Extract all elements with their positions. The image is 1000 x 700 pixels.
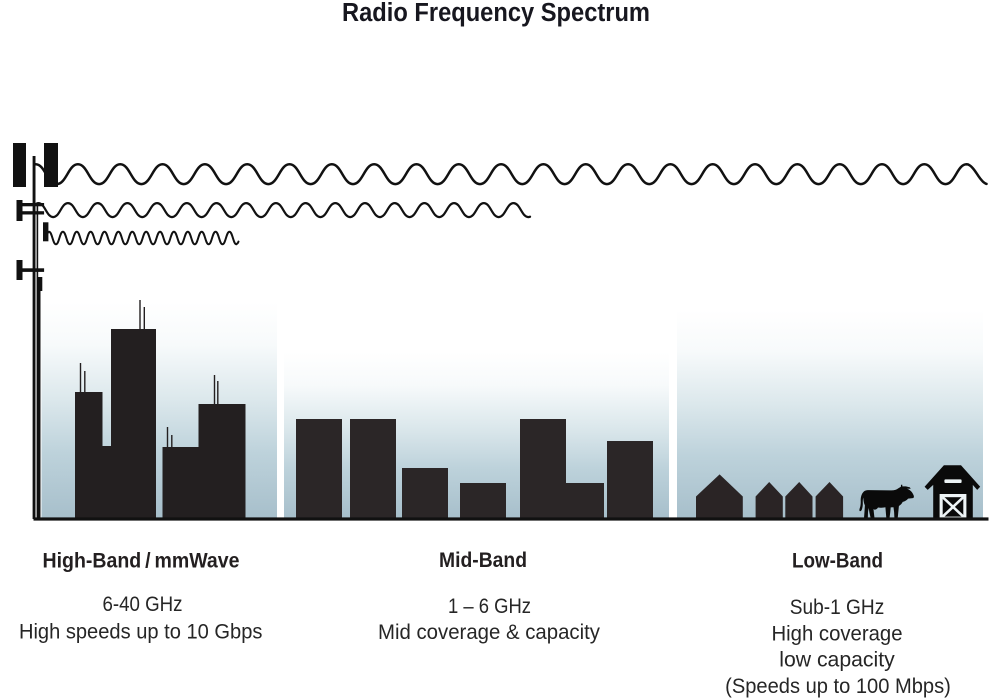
svg-text:Low-Band: Low-Band: [792, 548, 883, 572]
svg-text:Mid coverage & capacity: Mid coverage & capacity: [378, 621, 600, 644]
svg-text:High speeds up to 10 Gbps: High speeds up to 10 Gbps: [19, 621, 263, 644]
svg-text:Sub-1 GHz: Sub-1 GHz: [790, 596, 885, 619]
svg-text:low capacity: low capacity: [779, 649, 895, 672]
svg-text:1 – 6 GHz: 1 – 6 GHz: [448, 595, 531, 618]
svg-text:6-40 GHz: 6-40 GHz: [103, 593, 183, 616]
svg-text:High coverage: High coverage: [772, 623, 903, 646]
svg-text:High-Band / mmWave: High-Band / mmWave: [43, 549, 240, 573]
svg-text:(Speeds up to 100 Mbps): (Speeds up to 100 Mbps): [725, 675, 951, 698]
svg-text:Radio Frequency Spectrum: Radio Frequency Spectrum: [342, 0, 650, 27]
svg-text:Mid-Band: Mid-Band: [439, 548, 527, 572]
